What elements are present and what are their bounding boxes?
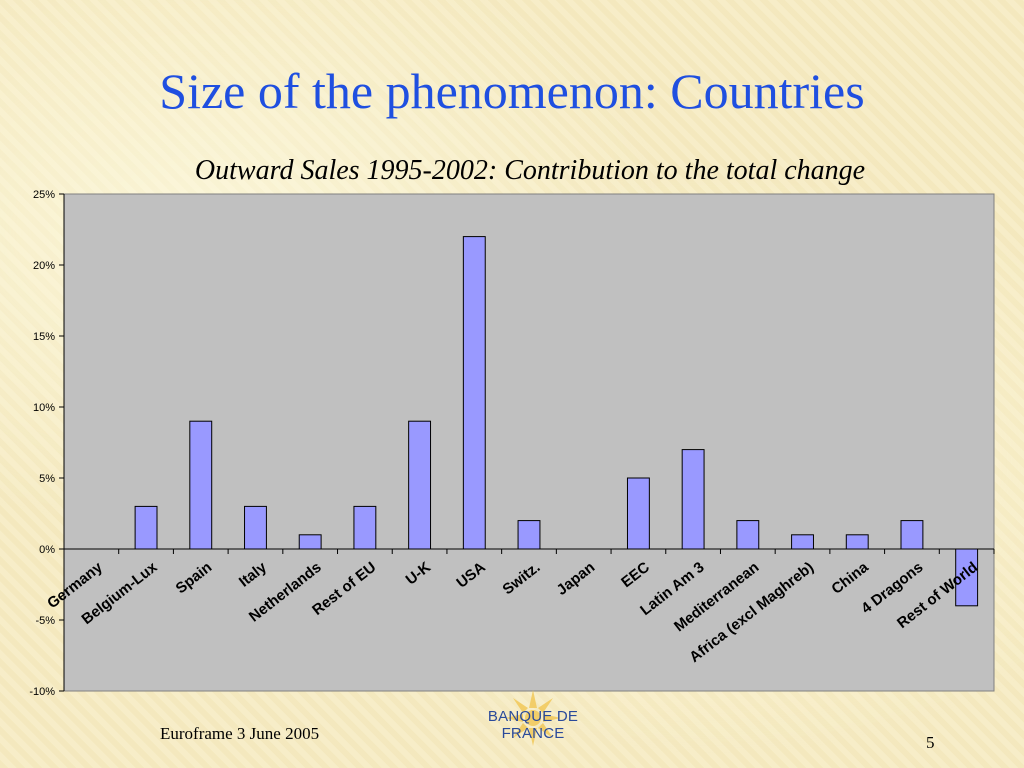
y-tick-label: 5% [39,473,55,485]
bar-usa [462,236,486,550]
page-number: 5 [926,733,935,752]
y-tick-label: 0% [39,544,55,556]
bar-4-dragons [900,520,924,550]
bar-mediterranean [736,520,760,550]
bar-rest-of-eu [353,505,377,550]
y-tick-label: -10% [29,686,55,698]
logo-text: BANQUE DE FRANCE [487,708,579,742]
banque-de-france-logo: BANQUE DE FRANCE [458,690,608,750]
bar-switz- [517,520,541,550]
bar-spain [189,420,213,550]
bar-netherlands [298,534,322,550]
y-tick-label: -5% [35,615,55,627]
bar-u-k [408,420,432,550]
bar-italy [244,505,267,550]
bar-belgium-lux [134,505,158,550]
bar-latin-am-3 [681,449,705,550]
y-tick-label: 25% [33,189,55,201]
bar-eec [626,477,650,550]
y-tick-label: 20% [33,260,55,272]
bar-rest-of-world [955,548,979,607]
plot-area [63,193,995,692]
chart-subtitle: Outward Sales 1995-2002: Contribution to… [194,155,866,186]
footer-text: Euroframe 3 June 2005 [160,724,320,743]
bar-africa-excl-maghreb- [791,534,814,550]
y-tick-label: 15% [33,331,55,343]
slide-title: Size of the phenomenon: Countries [159,63,865,119]
sun-emblem-icon [505,690,561,746]
y-tick-label: 10% [33,402,55,414]
bar-china [845,534,869,550]
